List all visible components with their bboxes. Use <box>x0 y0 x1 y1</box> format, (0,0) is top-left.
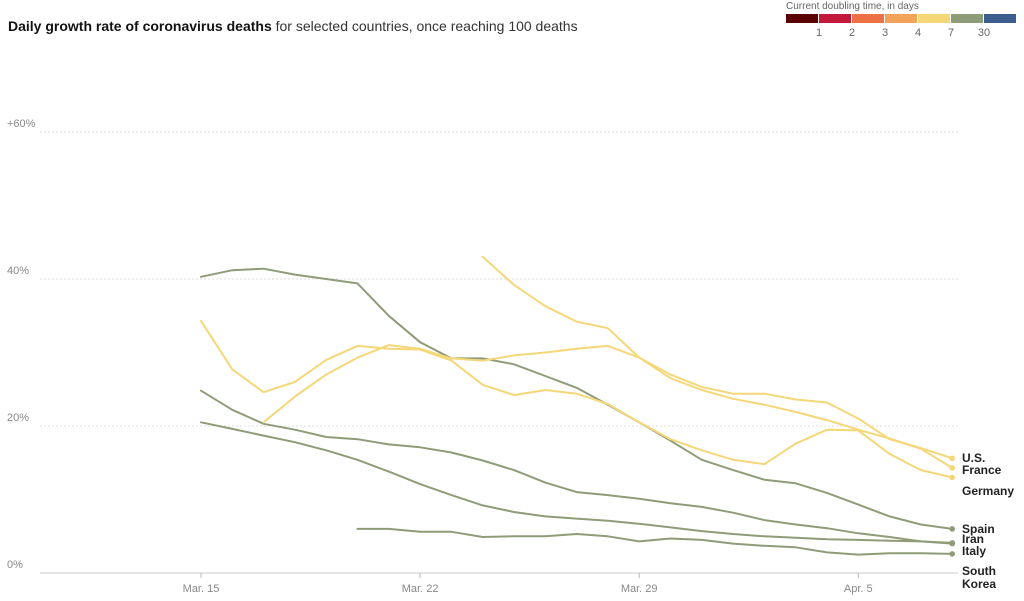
y-tick-label-40: 40% <box>7 265 29 277</box>
series-line-iran <box>200 389 954 545</box>
series-end-dot-italy <box>949 540 955 546</box>
legend-swatch-4 <box>918 14 950 23</box>
legend-swatch-5 <box>951 14 983 23</box>
series-line-south-korea <box>356 527 954 556</box>
legend-swatch-6 <box>984 14 1016 23</box>
chart-title: Daily growth rate of coronavirus deaths … <box>8 18 578 34</box>
legend-swatch-1 <box>819 14 851 23</box>
legend-swatch-3 <box>885 14 917 23</box>
x-tick-label-2: Mar. 29 <box>621 583 658 595</box>
series-end-dot-france <box>949 465 955 471</box>
y-tick-label-20: 20% <box>7 412 29 424</box>
series-line-germany <box>200 319 954 479</box>
series-end-dot-germany <box>949 474 955 481</box>
legend-swatch-2 <box>852 14 884 23</box>
series-label-germany: Germany <box>962 484 1014 498</box>
x-tick-label-3: Apr. 5 <box>844 583 873 595</box>
y-tick-label-0: 0% <box>7 559 23 571</box>
legend-swatches <box>786 14 1020 23</box>
series-line-u-s <box>481 255 954 460</box>
series-label-italy: Italy <box>962 544 986 558</box>
series-end-dot-u-s <box>949 455 955 462</box>
series-label-south-korea-0: South <box>962 564 996 578</box>
doubling-time-legend: Current doubling time, in days 1 2 3 4 7 30 <box>786 1 1020 43</box>
legend-tick-3: 3 <box>881 27 889 39</box>
series-line-france <box>262 344 954 469</box>
legend-tick-2: 2 <box>848 27 856 39</box>
legend-ticks: 1 2 3 4 7 30 <box>786 27 1020 43</box>
y-tick-label-60: +60% <box>7 118 36 130</box>
legend-tick-4: 4 <box>914 27 922 39</box>
series-line-italy <box>200 421 954 544</box>
legend-swatch-0 <box>786 14 818 23</box>
series-end-dot-south-korea <box>949 551 955 557</box>
legend-tick-1: 1 <box>815 27 823 39</box>
legend-tick-30: 30 <box>977 27 991 39</box>
legend-title: Current doubling time, in days <box>786 1 919 12</box>
x-tick-label-0: Mar. 15 <box>183 583 220 595</box>
series-label-spain: Spain <box>962 522 995 536</box>
series-label-france: France <box>962 463 1002 477</box>
series-label-south-korea-1: Korea <box>962 577 996 591</box>
series-label-u-s: U.S. <box>962 451 985 465</box>
series-line-spain <box>200 267 954 530</box>
series-end-dot-spain <box>949 526 955 532</box>
chart-title-rest: for selected countries, once reaching 10… <box>271 18 578 34</box>
x-tick-label-1: Mar. 22 <box>402 583 439 595</box>
legend-tick-7: 7 <box>947 27 955 39</box>
series-label-iran: Iran <box>962 532 984 546</box>
chart-title-bold: Daily growth rate of coronavirus deaths <box>8 18 272 34</box>
